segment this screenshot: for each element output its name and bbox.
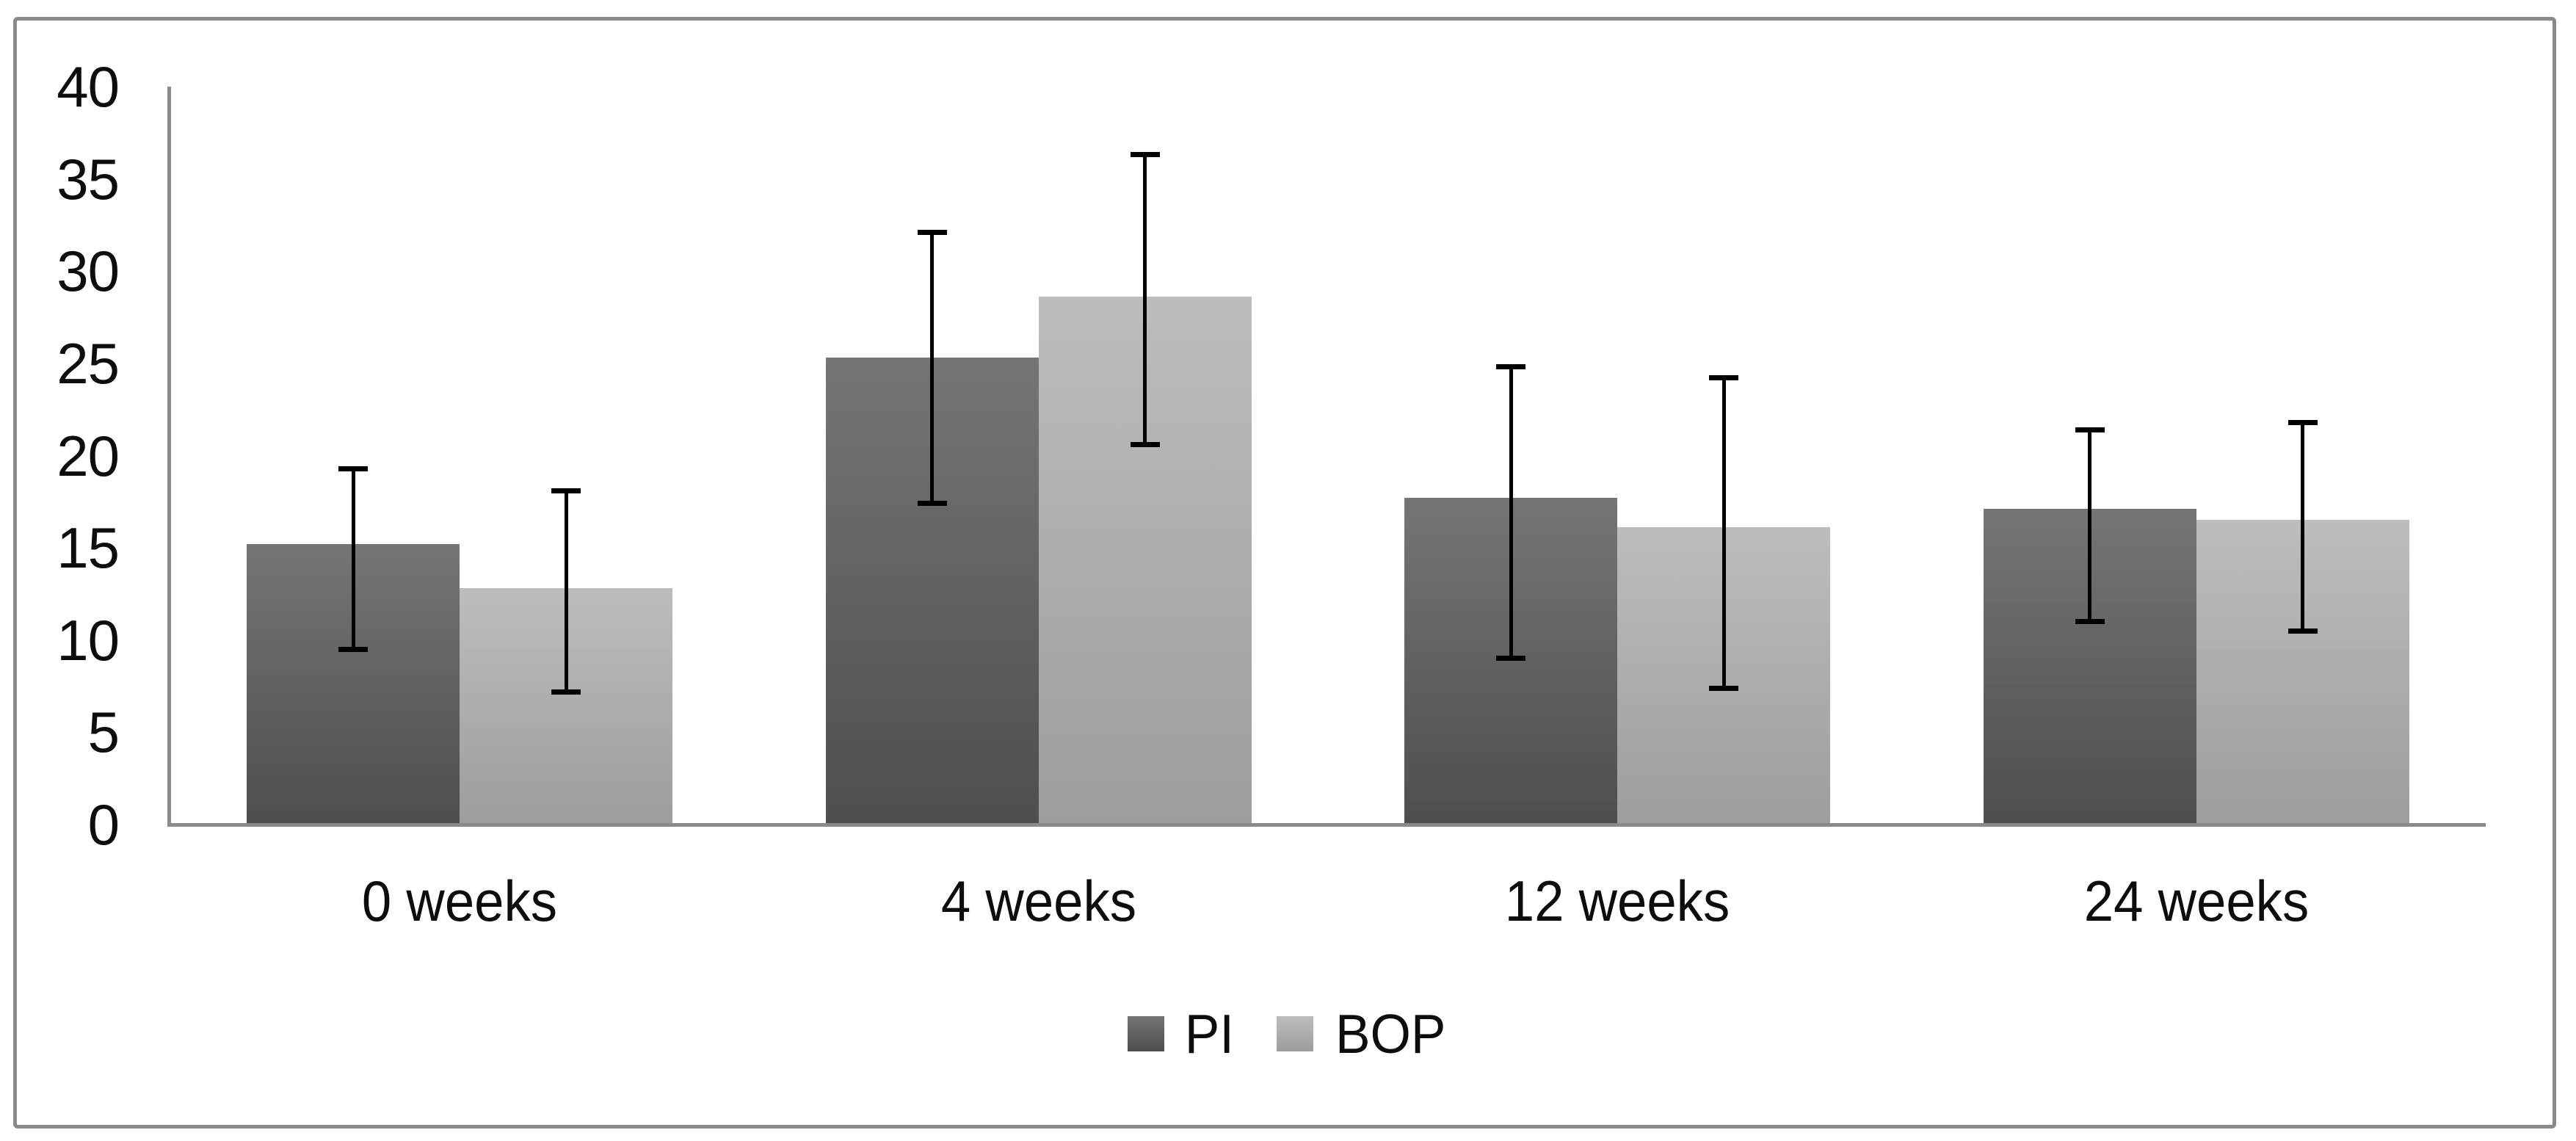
error-bar-bop-0-weeks-line	[564, 490, 568, 692]
error-bar-pi-0-weeks-line	[351, 468, 355, 650]
legend-label-bop: BOP	[1335, 1002, 1446, 1065]
error-bar-bop-24-weeks-cap-top	[2287, 419, 2318, 425]
y-axis-tick-label: 25	[57, 330, 120, 396]
error-bar-pi-24-weeks-line	[2088, 430, 2092, 622]
error-bar-pi-4-weeks-line	[930, 232, 935, 504]
error-bar-bop-4-weeks-cap-bottom	[1130, 441, 1160, 447]
error-bar-pi-4-weeks-cap-bottom	[917, 501, 947, 507]
y-axis-tick-label: 15	[57, 515, 120, 581]
error-bar-bop-12-weeks-line	[1721, 377, 1726, 689]
error-bar-pi-12-weeks-cap-top	[1496, 364, 1526, 370]
error-bar-pi-24-weeks-cap-bottom	[2075, 619, 2105, 625]
y-axis-tick-label: 35	[57, 146, 120, 211]
legend-swatch-bop	[1276, 1016, 1313, 1051]
chart-frame	[13, 17, 2556, 1129]
error-bar-bop-0-weeks-cap-bottom	[551, 689, 581, 695]
y-axis-tick-label: 5	[87, 700, 120, 765]
legend: PI BOP	[0, 1004, 2576, 1063]
x-axis-category-label: 4 weeks	[940, 869, 1136, 933]
x-axis-category-label: 24 weeks	[2083, 869, 2309, 933]
error-bar-bop-4-weeks-cap-top	[1130, 152, 1160, 158]
error-bar-bop-24-weeks-cap-bottom	[2287, 628, 2318, 634]
error-bar-bop-12-weeks-cap-top	[1709, 375, 1739, 381]
error-bar-pi-12-weeks-line	[1509, 366, 1513, 659]
y-axis-tick-label: 0	[87, 792, 120, 857]
y-axis-line	[167, 87, 171, 827]
x-axis-line	[167, 823, 2486, 827]
error-bar-bop-24-weeks-line	[2301, 422, 2305, 631]
error-bar-pi-0-weeks-cap-top	[338, 466, 369, 471]
error-bar-bop-0-weeks-cap-top	[551, 488, 581, 493]
legend-label-pi: PI	[1184, 1002, 1234, 1065]
error-bar-pi-12-weeks-cap-bottom	[1496, 656, 1526, 662]
error-bar-pi-4-weeks-cap-top	[917, 229, 947, 235]
error-bar-bop-12-weeks-cap-bottom	[1709, 685, 1739, 691]
y-axis-tick-label: 30	[57, 239, 120, 304]
error-bar-pi-24-weeks-cap-top	[2075, 427, 2105, 432]
error-bar-pi-0-weeks-cap-bottom	[338, 646, 369, 652]
y-axis-tick-label: 40	[57, 54, 120, 119]
error-bar-bop-4-weeks-line	[1143, 154, 1147, 445]
legend-item-bop: BOP	[1276, 1002, 1448, 1065]
y-axis-tick-label: 20	[57, 423, 120, 488]
x-axis-category-label: 0 weeks	[362, 869, 558, 933]
legend-swatch-pi	[1127, 1016, 1164, 1051]
y-axis-tick-label: 10	[57, 607, 120, 673]
legend-item-pi: PI	[1127, 1002, 1236, 1065]
x-axis-category-label: 12 weeks	[1505, 869, 1730, 933]
